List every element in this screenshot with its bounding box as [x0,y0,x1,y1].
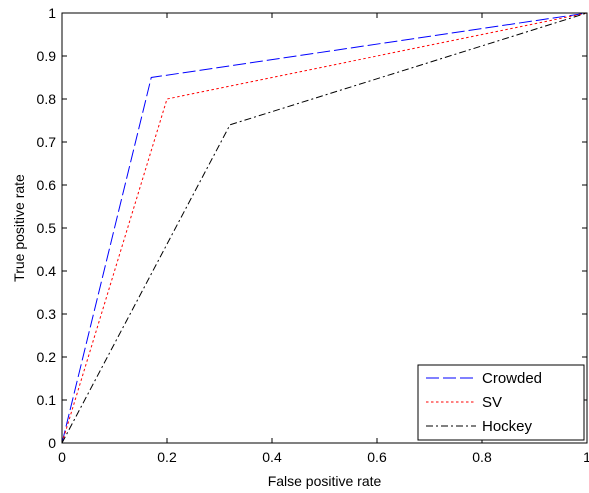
axes-frame [61,12,588,444]
y-tick-label: 1 [48,5,56,21]
x-tick-label: 0.2 [157,449,177,465]
series-line-crowded [61,12,588,444]
y-tick-label: 0 [48,435,56,451]
x-axis-label: False positive rate [268,473,382,489]
y-axis-label: True positive rate [11,174,27,282]
legend-label-hockey: Hockey [482,418,533,435]
x-tick-label: 0.8 [472,449,492,465]
legend: Crowded SV Hockey [417,364,585,441]
legend-label-crowded: Crowded [482,370,542,387]
x-tick-label: 0 [58,449,66,465]
x-tick-label: 1 [583,449,589,465]
y-tick-label: 0.7 [37,134,57,150]
series-lines [61,12,588,444]
series-line-sv [61,12,588,444]
y-tick-label: 0.2 [37,349,57,365]
y-tick-label: 0.6 [37,177,57,193]
x-tick-label: 0.6 [367,449,387,465]
y-tick-label: 0.3 [37,306,57,322]
legend-label-sv: SV [482,394,502,411]
y-tick-label: 0.1 [37,392,57,408]
y-tick-label: 0.5 [37,220,57,236]
y-tick-label: 0.9 [37,48,57,64]
y-tick-label: 0.4 [37,263,57,279]
y-tick-label: 0.8 [37,91,57,107]
x-tick-label: 0.4 [262,449,282,465]
